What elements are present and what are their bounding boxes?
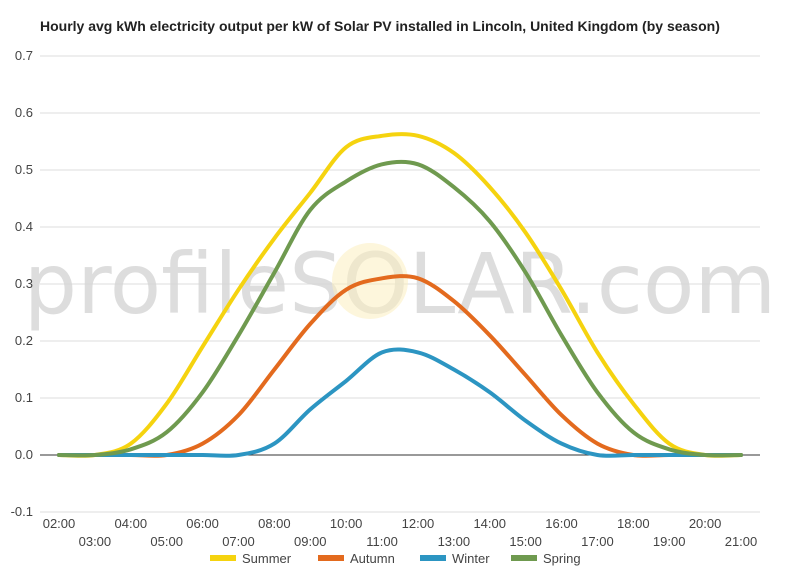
legend-swatch [420,555,446,561]
legend-item-summer[interactable]: Summer [210,551,292,566]
y-tick-label: 0.4 [15,219,33,234]
x-tick-label: 12:00 [402,516,435,531]
legend-item-autumn[interactable]: Autumn [318,551,395,566]
series-lines [57,132,743,458]
x-tick-label: 03:00 [79,534,112,549]
x-tick-label: 17:00 [581,534,614,549]
legend-label: Autumn [350,551,395,566]
x-tick-label: 06:00 [186,516,219,531]
x-tick-label: 08:00 [258,516,291,531]
legend: Summer Autumn Winter Spring [210,551,581,566]
x-tick-label: 04:00 [115,516,148,531]
y-tick-label: 0.6 [15,105,33,120]
x-tick-label: 10:00 [330,516,363,531]
legend-item-winter[interactable]: Winter [420,551,490,566]
x-axis-ticks: 02:0003:0004:0005:0006:0007:0008:0009:00… [43,516,758,549]
series-line-summer [57,132,743,458]
legend-swatch [511,555,537,561]
legend-swatch [210,555,236,561]
x-tick-label: 02:00 [43,516,76,531]
x-tick-label: 20:00 [689,516,722,531]
x-tick-label: 18:00 [617,516,650,531]
legend-label: Winter [452,551,490,566]
x-tick-label: 13:00 [438,534,471,549]
x-tick-label: 14:00 [473,516,506,531]
series-line-winter [57,347,743,458]
y-axis-ticks: -0.1 0.0 0.1 0.2 0.3 0.4 0.5 0.6 0.7 [11,48,33,519]
y-tick-label: 0.3 [15,276,33,291]
legend-item-spring[interactable]: Spring [511,551,581,566]
y-tick-label: 0.0 [15,447,33,462]
legend-label: Summer [242,551,292,566]
x-tick-label: 05:00 [150,534,183,549]
y-tick-label: 0.1 [15,390,33,405]
legend-swatch [318,555,344,561]
legend-label: Spring [543,551,581,566]
y-tick-label: -0.1 [11,504,33,519]
x-tick-label: 21:00 [725,534,758,549]
x-tick-label: 16:00 [545,516,578,531]
x-tick-label: 19:00 [653,534,686,549]
y-tick-label: 0.5 [15,162,33,177]
x-tick-label: 15:00 [509,534,542,549]
y-tick-label: 0.2 [15,333,33,348]
x-tick-label: 09:00 [294,534,327,549]
series-line-spring [57,159,743,458]
x-tick-label: 11:00 [366,534,398,549]
chart-title: Hourly avg kWh electricity output per kW… [40,18,720,34]
x-tick-label: 07:00 [222,534,255,549]
y-tick-label: 0.7 [15,48,33,63]
